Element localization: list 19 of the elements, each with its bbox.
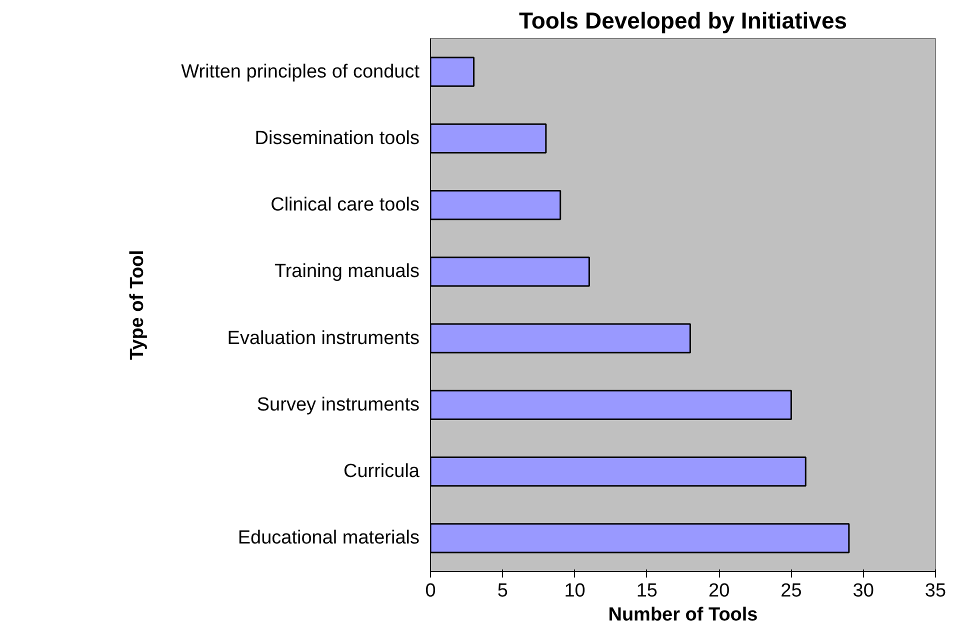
y-tick-label: Educational materials [238,528,420,549]
x-tick-label: 35 [924,580,946,602]
y-tick-label: Training manuals [274,261,420,282]
x-tick-label: 20 [708,580,730,602]
x-tick-label: 10 [564,580,586,602]
y-tick-label: Dissemination tools [254,128,420,149]
y-tick-label: Clinical care tools [270,194,420,216]
y-axis-title: Type of Tool [127,250,148,360]
x-tick-label: 25 [780,580,802,602]
chart-title: Tools Developed by Initiatives [518,8,848,34]
y-tick-label: Written principles of conduct [181,61,420,82]
x-tick-label: 30 [852,580,874,602]
y-tick-label: Evaluation instruments [227,328,420,349]
x-tick-label: 15 [636,580,658,602]
y-tick-label: Survey instruments [256,394,420,416]
x-tick-label: 5 [497,580,508,602]
x-axis-title: Number of Tools [608,604,758,626]
y-tick-label: Curricula [343,461,420,482]
x-tick-label: 0 [425,580,436,602]
